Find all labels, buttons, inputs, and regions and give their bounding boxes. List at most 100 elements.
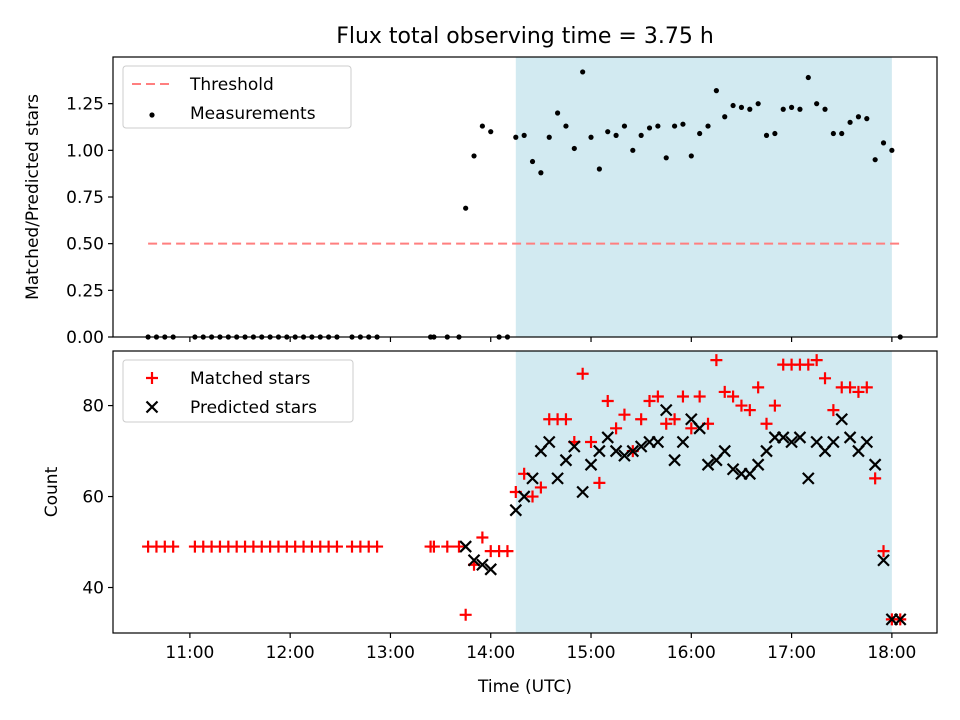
predicted-star-point (509, 503, 523, 517)
matched-star-point (727, 390, 740, 403)
measurement-point (546, 134, 552, 140)
predicted-star-point (718, 444, 732, 458)
matched-star-point (476, 531, 489, 544)
measurement-point (730, 102, 736, 109)
measurement-point (463, 205, 469, 211)
measurement-point (797, 106, 803, 112)
predicted-star-point (693, 422, 706, 435)
matched-star-point (643, 395, 656, 408)
matched-star-point (869, 472, 882, 485)
measurement-point (571, 145, 577, 152)
matched-star-point (827, 404, 840, 417)
legend-box (122, 359, 354, 423)
x-axis-label: Time (UTC) (477, 677, 572, 697)
matched-star-point (685, 422, 698, 435)
measurement-point (688, 153, 694, 159)
y-axis-label: Matched/Predicted stars (23, 94, 43, 300)
predicted-star-point (751, 458, 765, 471)
matched-star-point (768, 399, 781, 412)
measurement-point (705, 123, 711, 129)
predicted-star-point (668, 453, 681, 467)
legend-predicted-swatch (145, 400, 159, 414)
measurement-point (638, 132, 644, 138)
x-tick-label: 16:00 (667, 643, 716, 663)
measurement-point (722, 114, 728, 120)
matched-star-point (819, 372, 832, 385)
x-tick-label: 14:00 (466, 643, 515, 663)
matched-star-point (743, 404, 756, 417)
predicted-star-point (568, 440, 581, 453)
x-tick-label: 11:00 (165, 643, 214, 663)
predicted-star-point (593, 444, 606, 458)
legend-label: Matched stars (190, 369, 310, 389)
measurement-point (680, 121, 686, 127)
predicted-star-point (559, 453, 573, 467)
y-tick-label: 60 (82, 488, 104, 508)
matched-star-point (735, 399, 748, 412)
measurement-point (788, 104, 795, 110)
measurement-point (513, 134, 519, 140)
predicted-star-point (609, 444, 623, 458)
measurement-point (529, 158, 536, 165)
measurement-point (554, 110, 561, 116)
measurement-point (855, 114, 862, 120)
matched-star-point (802, 358, 815, 371)
matched-star-point (441, 540, 454, 553)
matched-star-point (693, 390, 706, 403)
predicted-star-point (584, 458, 598, 471)
y-tick-label: 0.00 (66, 328, 104, 348)
legend-measurement-swatch (149, 112, 155, 118)
measurement-point (830, 130, 836, 137)
predicted-star-point (459, 540, 472, 553)
ratio-subplot: 0.00 0.25 0.50 0.75 1.00 1.25 Matched/Predicte… (23, 56, 938, 348)
y-tick-label: 0.25 (66, 281, 104, 301)
predicted-star-point (760, 444, 773, 458)
matched-star-point (601, 395, 614, 408)
legend-label: Measurements (190, 104, 316, 124)
predicted-star-point (701, 458, 715, 471)
x-tick-label: 12:00 (266, 643, 315, 663)
x-tick-label: 18:00 (867, 643, 916, 663)
matched-star-point (660, 417, 673, 430)
x-tick-label: 15:00 (567, 643, 616, 663)
measurement-point (538, 170, 544, 176)
matched-star-point (710, 354, 723, 367)
measurement-point (580, 69, 586, 75)
measurement-point (655, 123, 661, 129)
predicted-star-point (726, 462, 740, 476)
predicted-star-point (776, 431, 790, 444)
measurement-point (847, 119, 853, 125)
matched-star-point (427, 540, 440, 553)
observing-span (515, 57, 892, 337)
predicted-star-point (618, 449, 631, 462)
measurement-point (755, 101, 761, 107)
predicted-star-point (601, 431, 615, 444)
y-tick-label: 0.75 (66, 188, 104, 208)
predicted-star-point (542, 435, 556, 449)
predicted-star-point (835, 412, 849, 426)
matched-star-point (877, 545, 890, 558)
predicted-star-point (843, 431, 857, 444)
measurement-point (805, 74, 811, 81)
predicted-star-point (676, 435, 690, 449)
predicted-star-point (626, 444, 640, 458)
matched-star-point (618, 408, 631, 421)
matched-star-point (676, 390, 689, 403)
measurement-point (880, 140, 887, 146)
measurement-point (713, 88, 719, 94)
matched-star-point (459, 608, 472, 621)
y-tick-label: 1.00 (66, 141, 104, 161)
legend-label: Threshold (189, 75, 274, 95)
legend: Threshold Measurements (122, 65, 352, 129)
predicted-star-point (551, 472, 564, 485)
measurement-point (596, 166, 602, 172)
measurement-point (839, 130, 845, 137)
measurement-point (588, 134, 594, 140)
measurement-point (646, 125, 653, 131)
measurement-point (697, 130, 703, 137)
matched-star-point (371, 540, 384, 553)
measurement-point (772, 130, 778, 137)
matched-star-point (760, 417, 773, 430)
y-tick-label: 0.50 (66, 235, 104, 255)
predicted-star-point (651, 435, 665, 449)
